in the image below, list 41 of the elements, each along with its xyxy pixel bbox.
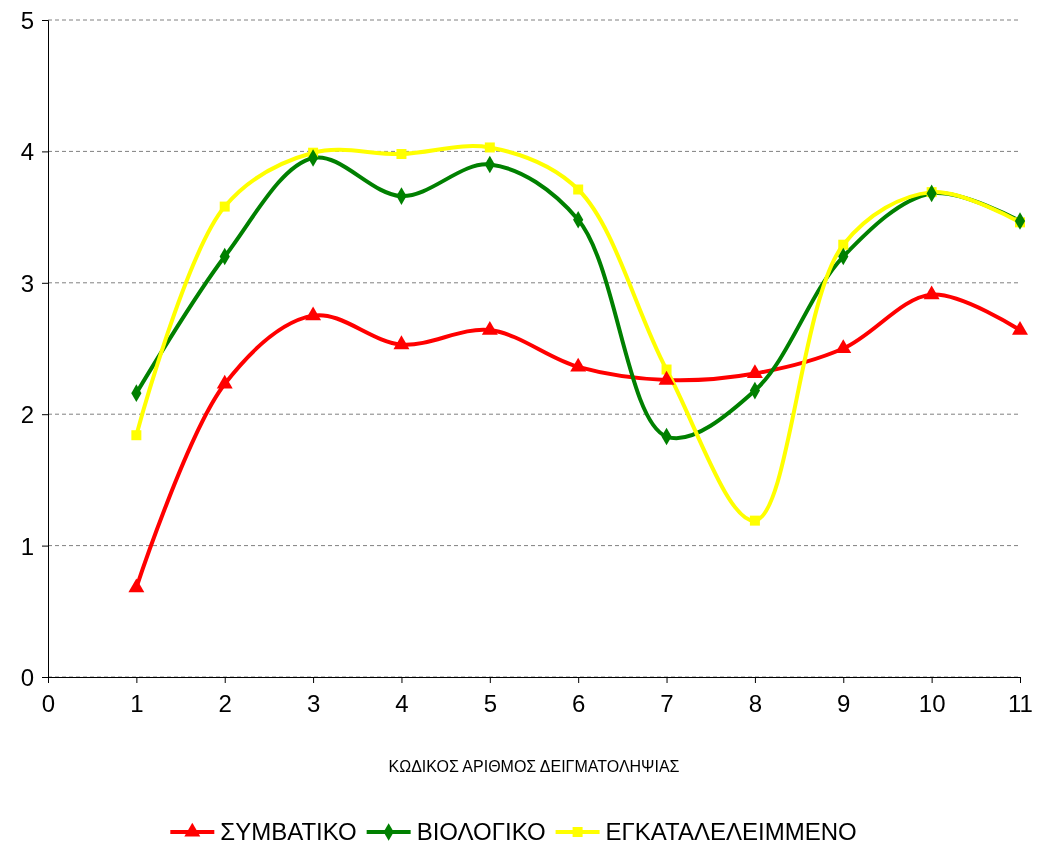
point — [573, 184, 584, 195]
point — [219, 201, 230, 212]
y-tick-label: 1 — [20, 532, 34, 560]
point — [396, 149, 407, 160]
point — [481, 320, 498, 335]
point — [131, 430, 142, 441]
y-tick-label: 5 — [20, 6, 34, 34]
point — [658, 370, 675, 385]
legend-label: ΕΓΚΑΤΑΛΕΛΕΙΜΜΕΝΟ — [605, 818, 857, 846]
x-tick-label: 7 — [660, 690, 674, 718]
x-tick-label: 8 — [748, 690, 763, 718]
x-tick-label: 5 — [483, 690, 497, 718]
x-tick-label: 0 — [41, 690, 56, 718]
point — [1012, 320, 1028, 335]
x-axis-title: ΚΩΔΙΚΟΣ ΑΡΙΘΜΟΣ ΔΕΙΓΜΑΤΟΛΗΨΙΑΣ — [388, 758, 680, 775]
y-tick-label: 2 — [20, 401, 34, 429]
point — [661, 364, 672, 375]
point — [570, 357, 587, 372]
legend-label: ΒΙΟΛΟΓΙΚΟ — [416, 818, 546, 846]
point — [749, 515, 760, 526]
legend-label: ΣΥΜΒΑΤΙΚΟ — [220, 818, 357, 846]
point — [835, 339, 852, 354]
x-tick-label: 11 — [1008, 690, 1033, 718]
x-tick-label: 4 — [395, 690, 409, 718]
point — [393, 335, 410, 350]
x-tick-label: 1 — [130, 690, 144, 718]
point — [216, 374, 233, 389]
y-tick-label: 4 — [20, 138, 34, 166]
point — [128, 578, 145, 593]
x-tick-label: 2 — [218, 690, 232, 718]
point — [746, 364, 763, 379]
point — [923, 285, 940, 300]
x-tick-label: 9 — [837, 690, 851, 718]
x-tick-label: 6 — [572, 690, 586, 718]
point — [305, 306, 322, 321]
x-tick-label: 3 — [306, 690, 321, 718]
y-tick-label: 0 — [20, 663, 34, 691]
point — [484, 142, 495, 153]
y-tick-label: 3 — [20, 269, 34, 297]
point — [838, 239, 849, 250]
x-tick-label: 10 — [918, 690, 946, 718]
